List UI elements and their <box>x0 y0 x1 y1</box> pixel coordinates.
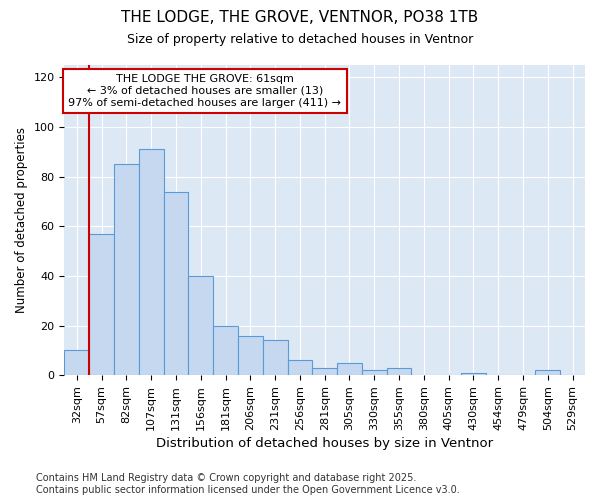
Bar <box>238 336 263 375</box>
Bar <box>263 340 287 375</box>
Bar <box>535 370 560 375</box>
Y-axis label: Number of detached properties: Number of detached properties <box>15 127 28 313</box>
Bar <box>386 368 412 375</box>
Text: Size of property relative to detached houses in Ventnor: Size of property relative to detached ho… <box>127 32 473 46</box>
Bar <box>313 368 337 375</box>
Text: THE LODGE, THE GROVE, VENTNOR, PO38 1TB: THE LODGE, THE GROVE, VENTNOR, PO38 1TB <box>121 10 479 25</box>
Text: THE LODGE THE GROVE: 61sqm
← 3% of detached houses are smaller (13)
97% of semi-: THE LODGE THE GROVE: 61sqm ← 3% of detac… <box>68 74 341 108</box>
Bar <box>64 350 89 375</box>
Bar <box>114 164 139 375</box>
X-axis label: Distribution of detached houses by size in Ventnor: Distribution of detached houses by size … <box>156 437 493 450</box>
Bar <box>213 326 238 375</box>
Bar <box>139 150 164 375</box>
Text: Contains HM Land Registry data © Crown copyright and database right 2025.
Contai: Contains HM Land Registry data © Crown c… <box>36 474 460 495</box>
Bar <box>362 370 386 375</box>
Bar <box>461 372 486 375</box>
Bar <box>337 363 362 375</box>
Bar <box>89 234 114 375</box>
Bar <box>164 192 188 375</box>
Bar <box>188 276 213 375</box>
Bar <box>287 360 313 375</box>
